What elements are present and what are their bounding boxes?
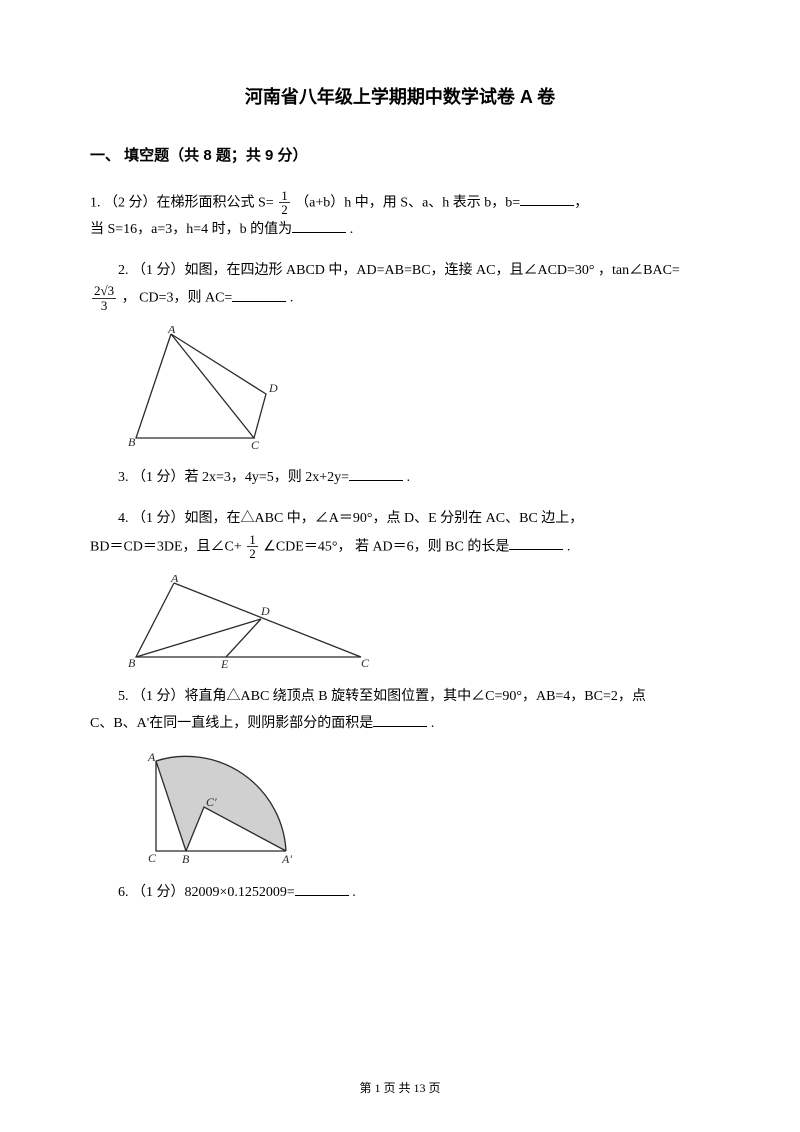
- svg-text:A': A': [281, 852, 292, 866]
- svg-text:C': C': [206, 795, 217, 809]
- q5-line2a: C、B、A'在同一直线上，则阴影部分的面积是: [90, 716, 373, 731]
- q1-tail1: ，: [574, 195, 588, 210]
- q2-line2b: ， CD=3，则 AC=: [122, 291, 233, 306]
- fraction-half-icon: 1 2: [279, 189, 290, 217]
- figure-q5-rotation: A C B A' C': [126, 751, 710, 866]
- q4-line2b: ∠CDE＝45°， 若 AD＝6，则 BC 的长是: [263, 539, 509, 554]
- frac-den: 2: [279, 203, 290, 217]
- figure-q4-triangle: A B C D E: [126, 575, 710, 670]
- q1-line2a: 当 S=16，a=3，h=4 时，b 的值为: [90, 222, 292, 237]
- q4-line2a: BD＝CD＝3DE，且∠C+: [90, 539, 245, 554]
- svg-text:C: C: [251, 438, 260, 451]
- svg-text:B: B: [182, 852, 190, 866]
- q3-tail: .: [403, 470, 410, 485]
- question-4: 4. （1 分）如图，在△ABC 中，∠A＝90°，点 D、E 分别在 AC、B…: [90, 506, 710, 561]
- fraction-half-icon: 1 2: [247, 533, 258, 561]
- q3-text: 3. （1 分）若 2x=3，4y=5，则 2x+2y=: [118, 470, 349, 485]
- blank-input[interactable]: [520, 191, 574, 206]
- frac-den: 2: [247, 547, 258, 561]
- svg-text:E: E: [220, 657, 229, 670]
- question-5: 5. （1 分）将直角△ABC 绕顶点 B 旋转至如图位置，其中∠C=90°，A…: [90, 684, 710, 737]
- q2-tail: .: [286, 291, 293, 306]
- blank-input[interactable]: [295, 881, 349, 896]
- q2-line1: 2. （1 分）如图，在四边形 ABCD 中，AD=AB=BC，连接 AC，且∠…: [118, 263, 680, 278]
- section-header: 一、 填空题（共 8 题；共 9 分）: [90, 142, 710, 171]
- figure-q2-quadrilateral: A B C D: [126, 326, 710, 451]
- q5-tail: .: [427, 716, 434, 731]
- svg-text:D: D: [268, 381, 278, 395]
- frac-num: 1: [279, 189, 290, 204]
- question-6: 6. （1 分）82009×0.1252009= .: [90, 880, 710, 907]
- blank-input[interactable]: [232, 287, 286, 302]
- question-3: 3. （1 分）若 2x=3，4y=5，则 2x+2y= .: [90, 465, 710, 492]
- question-1: 1. （2 分）在梯形面积公式 S= 1 2 （a+b）h 中，用 S、a、h …: [90, 189, 710, 244]
- fraction-2root3over3-icon: 2√3 3: [92, 284, 116, 312]
- frac-den: 3: [92, 299, 116, 313]
- q1-text-pre: 1. （2 分）在梯形面积公式 S=: [90, 195, 277, 210]
- svg-text:A: A: [170, 575, 179, 585]
- svg-text:C: C: [361, 656, 370, 670]
- svg-text:B: B: [128, 656, 136, 670]
- svg-text:A: A: [167, 326, 176, 336]
- question-2: 2. （1 分）如图，在四边形 ABCD 中，AD=AB=BC，连接 AC，且∠…: [90, 258, 710, 313]
- frac-num: 2√3: [92, 284, 116, 299]
- blank-input[interactable]: [292, 218, 346, 233]
- page-title: 河南省八年级上学期期中数学试卷 A 卷: [90, 80, 710, 114]
- q6-tail: .: [349, 885, 356, 900]
- blank-input[interactable]: [373, 712, 427, 727]
- q1-text-mid: （a+b）h 中，用 S、a、h 表示 b，b=: [295, 195, 520, 210]
- q1-tail2: .: [346, 222, 353, 237]
- q4-tail: .: [563, 539, 570, 554]
- frac-num: 1: [247, 533, 258, 548]
- q4-line1: 4. （1 分）如图，在△ABC 中，∠A＝90°，点 D、E 分别在 AC、B…: [118, 511, 583, 526]
- page-footer: 第 1 页 共 13 页: [0, 1079, 800, 1096]
- svg-text:A: A: [147, 751, 156, 764]
- blank-input[interactable]: [509, 535, 563, 550]
- svg-text:D: D: [260, 604, 270, 618]
- q6-text: 6. （1 分）82009×0.1252009=: [118, 885, 295, 900]
- blank-input[interactable]: [349, 466, 403, 481]
- svg-text:C: C: [148, 851, 157, 865]
- svg-text:B: B: [128, 435, 136, 449]
- q5-line1: 5. （1 分）将直角△ABC 绕顶点 B 旋转至如图位置，其中∠C=90°，A…: [118, 689, 646, 704]
